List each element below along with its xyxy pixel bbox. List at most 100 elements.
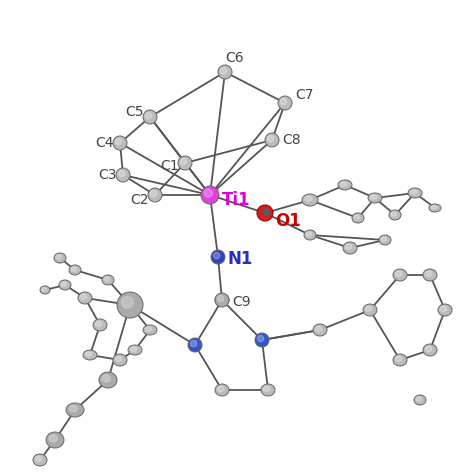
Ellipse shape — [306, 232, 311, 236]
Ellipse shape — [113, 136, 127, 150]
Ellipse shape — [371, 195, 377, 199]
Ellipse shape — [438, 304, 452, 316]
Ellipse shape — [426, 271, 432, 276]
Ellipse shape — [395, 271, 402, 276]
Ellipse shape — [278, 96, 292, 110]
Ellipse shape — [215, 293, 229, 307]
Ellipse shape — [211, 250, 225, 264]
Ellipse shape — [146, 112, 152, 119]
Ellipse shape — [414, 395, 426, 405]
Ellipse shape — [431, 205, 437, 209]
Ellipse shape — [381, 237, 386, 241]
Ellipse shape — [33, 454, 47, 466]
Ellipse shape — [78, 292, 92, 304]
Ellipse shape — [389, 210, 401, 220]
Ellipse shape — [218, 65, 232, 79]
Text: Ti1: Ti1 — [222, 191, 250, 209]
Ellipse shape — [255, 333, 269, 347]
Ellipse shape — [368, 193, 382, 203]
Ellipse shape — [85, 352, 92, 356]
Ellipse shape — [408, 188, 422, 198]
Ellipse shape — [36, 456, 42, 462]
Ellipse shape — [393, 269, 407, 281]
Ellipse shape — [40, 286, 50, 294]
Text: C6: C6 — [225, 51, 244, 65]
Ellipse shape — [265, 133, 279, 147]
Ellipse shape — [261, 384, 275, 396]
Ellipse shape — [338, 180, 352, 190]
Ellipse shape — [93, 319, 107, 331]
Text: C8: C8 — [282, 133, 301, 147]
Ellipse shape — [181, 158, 187, 165]
Ellipse shape — [121, 297, 133, 308]
Ellipse shape — [346, 244, 352, 249]
Text: C9: C9 — [232, 295, 251, 309]
Ellipse shape — [69, 405, 77, 412]
Ellipse shape — [102, 375, 110, 382]
Ellipse shape — [128, 345, 142, 355]
Text: C3: C3 — [98, 168, 117, 182]
Ellipse shape — [423, 269, 437, 281]
Ellipse shape — [426, 346, 432, 352]
Ellipse shape — [83, 350, 97, 360]
Ellipse shape — [69, 265, 81, 275]
Ellipse shape — [188, 338, 202, 352]
Ellipse shape — [71, 267, 76, 271]
Ellipse shape — [281, 99, 287, 105]
Ellipse shape — [391, 212, 396, 216]
Ellipse shape — [104, 277, 109, 281]
Ellipse shape — [59, 280, 71, 290]
Ellipse shape — [264, 386, 270, 392]
Ellipse shape — [118, 171, 125, 177]
Ellipse shape — [218, 296, 224, 301]
Ellipse shape — [365, 306, 372, 311]
Ellipse shape — [54, 253, 66, 263]
Ellipse shape — [363, 304, 377, 316]
Ellipse shape — [410, 190, 417, 194]
Ellipse shape — [218, 295, 224, 302]
Ellipse shape — [56, 255, 62, 259]
Text: C2: C2 — [130, 193, 148, 207]
Ellipse shape — [116, 356, 122, 362]
Ellipse shape — [213, 253, 220, 259]
Ellipse shape — [146, 327, 152, 331]
Ellipse shape — [46, 432, 64, 448]
Ellipse shape — [267, 136, 274, 142]
Ellipse shape — [95, 321, 102, 327]
Ellipse shape — [257, 336, 264, 342]
Text: O1: O1 — [275, 212, 301, 230]
Text: C1: C1 — [160, 159, 179, 173]
Ellipse shape — [215, 384, 229, 396]
Ellipse shape — [352, 213, 364, 223]
Ellipse shape — [61, 282, 66, 286]
Ellipse shape — [215, 294, 229, 306]
Ellipse shape — [220, 67, 227, 74]
Ellipse shape — [191, 340, 197, 347]
Ellipse shape — [343, 242, 357, 254]
Ellipse shape — [81, 294, 87, 300]
Ellipse shape — [204, 189, 212, 197]
Ellipse shape — [340, 182, 347, 186]
Ellipse shape — [354, 215, 359, 219]
Ellipse shape — [316, 326, 322, 331]
Ellipse shape — [423, 344, 437, 356]
Ellipse shape — [263, 209, 269, 215]
Ellipse shape — [113, 354, 127, 366]
Ellipse shape — [395, 356, 402, 362]
Text: C4: C4 — [95, 136, 113, 150]
Ellipse shape — [302, 194, 318, 206]
Ellipse shape — [117, 292, 143, 318]
Ellipse shape — [393, 354, 407, 366]
Ellipse shape — [305, 196, 312, 201]
Ellipse shape — [143, 110, 157, 124]
Ellipse shape — [99, 372, 117, 388]
Ellipse shape — [130, 347, 137, 351]
Ellipse shape — [102, 275, 114, 285]
Text: C7: C7 — [295, 88, 313, 102]
Ellipse shape — [66, 403, 84, 417]
Ellipse shape — [116, 138, 122, 145]
Ellipse shape — [148, 188, 162, 202]
Ellipse shape — [440, 306, 447, 311]
Ellipse shape — [143, 325, 157, 335]
Ellipse shape — [416, 397, 421, 401]
